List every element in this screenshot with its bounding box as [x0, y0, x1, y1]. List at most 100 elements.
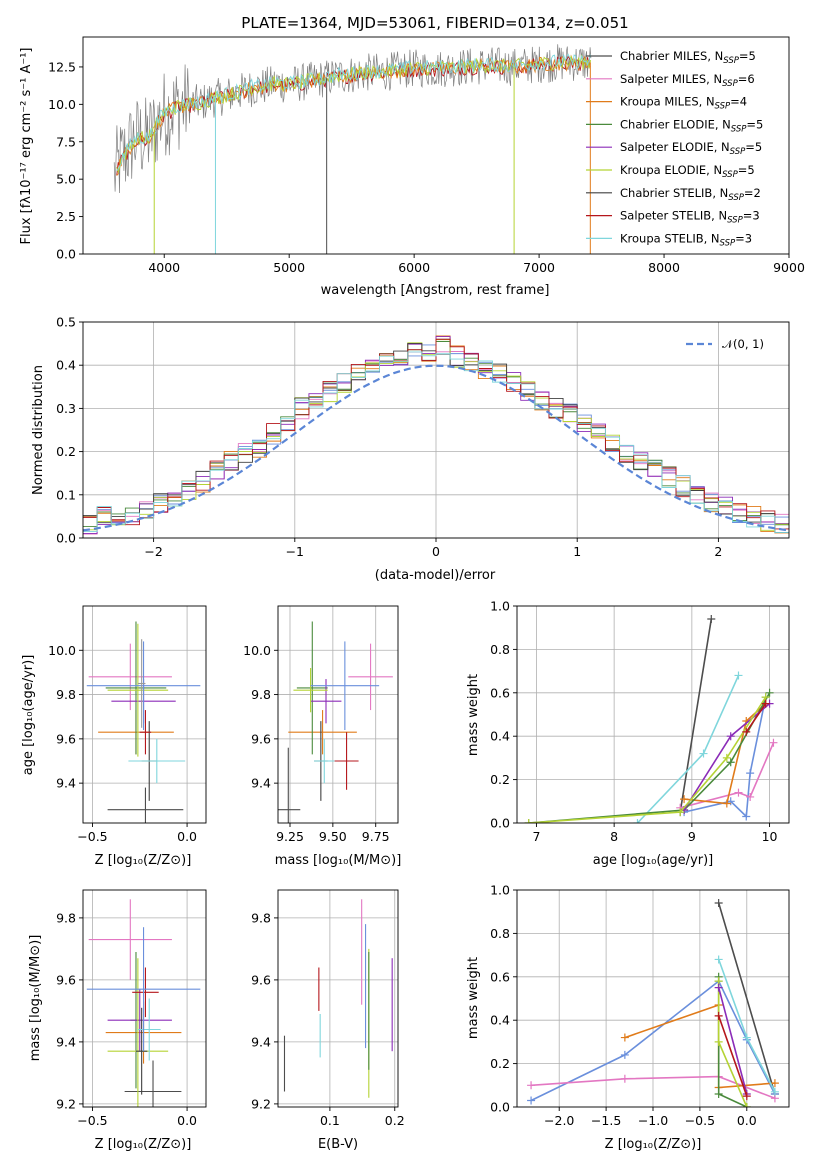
spectrum-ytick-label: 2.5 [56, 209, 76, 224]
residuals-ytick-label: 0.1 [56, 487, 76, 502]
weight_vs_age-point-marker [742, 812, 751, 821]
weight_vs_Z-frame [516, 889, 790, 1108]
legend-count: =5 [745, 140, 762, 154]
spectrum-legend-label: Kroupa STELIB, NSSP=3 [620, 231, 752, 248]
age_vs_Z-xtick-label: −0.5 [77, 829, 107, 844]
mass_vs_ebv-ytick-label: 9.2 [251, 1096, 271, 1111]
weight_vs_Z-ytick-label: 0.2 [490, 1056, 510, 1071]
residuals-ytick-label: 0.3 [56, 401, 76, 416]
legend-count: =5 [738, 163, 755, 177]
weight_vs_age-point-marker [765, 688, 774, 697]
observed-spectrum-line [113, 44, 592, 194]
normal-legend-label: 𝒩(0, 1) [722, 337, 764, 351]
weight_vs_age-ytick-label: 0.2 [490, 772, 510, 787]
spectrum-legend-label: Chabrier STELIB, NSSP=2 [620, 186, 761, 203]
residuals-ytick-label: 0.5 [56, 315, 76, 330]
age_vs_mass-xtick-label: 9.50 [319, 829, 347, 844]
spectrum-xtick-label: 9000 [773, 260, 805, 275]
weight_vs_age-ytick-label: 1.0 [490, 599, 510, 614]
residuals-frame [82, 321, 790, 539]
spectrum-xlabel: wavelength [Angstrom, rest frame] [321, 283, 550, 298]
mass-z-ylabel: mass [log₁₀(M/M⊙)] [28, 935, 43, 1062]
weight_vs_age-series-line [528, 696, 767, 823]
weight_vs_Z-point-marker [620, 1074, 629, 1083]
mass-ebv-xlabel: E(B-V) [318, 1137, 358, 1152]
legend-count: =3 [743, 209, 760, 223]
weight_vs_Z-series-line [531, 1075, 776, 1100]
mass_vs_Z-ytick-label: 9.4 [56, 1034, 76, 1049]
weight_vs_age-point-marker [722, 753, 731, 762]
age_vs_mass-ytick-label: 9.4 [251, 776, 271, 791]
weight_vs_Z-point-marker [742, 1092, 751, 1101]
weight_vs_Z-point-marker [770, 1087, 779, 1096]
mass-z-xlabel: Z [log₁₀(Z/Z⊙)] [95, 1137, 192, 1152]
age_vs_mass-ytick-label: 10.0 [243, 643, 271, 658]
legend-subscript: SSP [728, 193, 744, 203]
weight_vs_age-point-marker [726, 758, 735, 767]
weight_vs_age-point-marker [680, 795, 689, 804]
weight_vs_age-point-marker [734, 671, 743, 680]
residuals-xtick-label: 2 [714, 544, 722, 559]
weight-z-xlabel: Z [log₁₀(Z/Z⊙)] [605, 1137, 702, 1152]
weight_vs_age-xtick-label: 10 [762, 829, 778, 844]
age_vs_Z-frame [82, 605, 207, 824]
weight_vs_Z-ytick-label: 0.6 [490, 969, 510, 984]
weight_vs_age-axes: 7 8 9 10 0.0 0.2 0.4 0.6 0.8 1.0 [490, 599, 789, 844]
mass_vs_Z-ytick-label: 9.6 [56, 972, 76, 987]
spectrum-plot-area [113, 44, 592, 254]
weight_vs_age-series-line [745, 703, 767, 733]
spectrum-ylabel: Flux [fλ10⁻¹⁷ erg cm⁻² s⁻¹ A⁻¹] [19, 48, 34, 245]
legend-subscript: SSP [722, 79, 738, 89]
mass_vs_ebv-xtick-label: 0.1 [320, 1113, 340, 1128]
weight_vs_Z-point-marker [742, 1033, 751, 1042]
legend-subscript: SSP [731, 124, 747, 134]
weight_vs_age-point-marker [722, 799, 731, 808]
legend-subscript: SSP [720, 238, 736, 248]
mass_vs_ebv-ytick-label: 9.6 [251, 972, 271, 987]
spectrum-ytick-label: 7.5 [56, 134, 76, 149]
weight_vs_age-point-marker [734, 788, 743, 797]
age_vs_Z-axes: −0.5 0.0 9.4 9.6 9.8 10.0 [48, 606, 206, 844]
spectrum-legend-label: Kroupa MILES, NSSP=4 [620, 95, 747, 112]
age_vs_mass-frame [277, 605, 399, 824]
spectrum-ytick-label: 5.0 [56, 172, 76, 187]
weight_vs_Z-xtick-label: −1.0 [638, 1113, 668, 1128]
weight_vs_age-xtick-label: 7 [532, 829, 540, 844]
age-mass-xlabel: mass [log₁₀(M/M⊙)] [275, 853, 402, 868]
age_vs_Z-plot-area [86, 621, 201, 823]
weight_vs_age-point-marker [761, 699, 770, 708]
weight_vs_Z-point-marker [714, 1011, 723, 1020]
mass_vs_Z-ytick-label: 9.8 [56, 910, 76, 925]
weight_vs_Z-ytick-label: 0.8 [490, 926, 510, 941]
residuals-ylabel: Normed distribution [31, 365, 46, 495]
weight_vs_Z-axes: −2.0 −1.5 −1.0 −0.5 0.0 0.0 0.2 0.4 0.6 0.8 1.0 [490, 883, 789, 1128]
weight_vs_Z-plot-area [527, 899, 779, 1107]
residuals-xtick-label: −1 [286, 544, 304, 559]
legend-count: =5 [746, 117, 763, 131]
weight_vs_Z-ytick-label: 0.0 [490, 1100, 510, 1115]
residual-histogram-step [83, 351, 789, 533]
weight_vs_age-plot-area [524, 615, 778, 823]
weight_vs_Z-xtick-label: −0.5 [685, 1113, 715, 1128]
spectrum-legend-label: Salpeter STELIB, NSSP=3 [620, 209, 760, 226]
weight_vs_Z-series-line [717, 987, 748, 1095]
weight_vs_Z-ytick-label: 0.4 [490, 1013, 510, 1028]
weight_vs_age-point-marker [524, 819, 533, 823]
model-spectrum-line [116, 53, 592, 172]
spectrum-ytick-label: 0.0 [56, 247, 76, 262]
weight_vs_age-point-marker [699, 749, 708, 758]
mass_vs_Z-xtick-label: −0.5 [77, 1113, 107, 1128]
weight_vs_age-point-marker [707, 615, 716, 624]
age_vs_Z-ytick-label: 9.6 [56, 731, 76, 746]
legend-subscript: SSP [730, 147, 746, 157]
mass_vs_ebv-xtick-label: 0.2 [385, 1113, 405, 1128]
weight_vs_age-ytick-label: 0.6 [490, 685, 510, 700]
residuals-ytick-label: 0.0 [56, 531, 76, 546]
age_vs_Z-xtick-label: 0.0 [177, 829, 197, 844]
residuals-xlabel: (data-model)/error [375, 568, 496, 583]
residuals-plot-area [83, 335, 789, 535]
weight_vs_age-point-marker [746, 769, 755, 778]
residuals-xtick-label: −2 [144, 544, 162, 559]
residuals-ytick-label: 0.4 [56, 358, 76, 373]
